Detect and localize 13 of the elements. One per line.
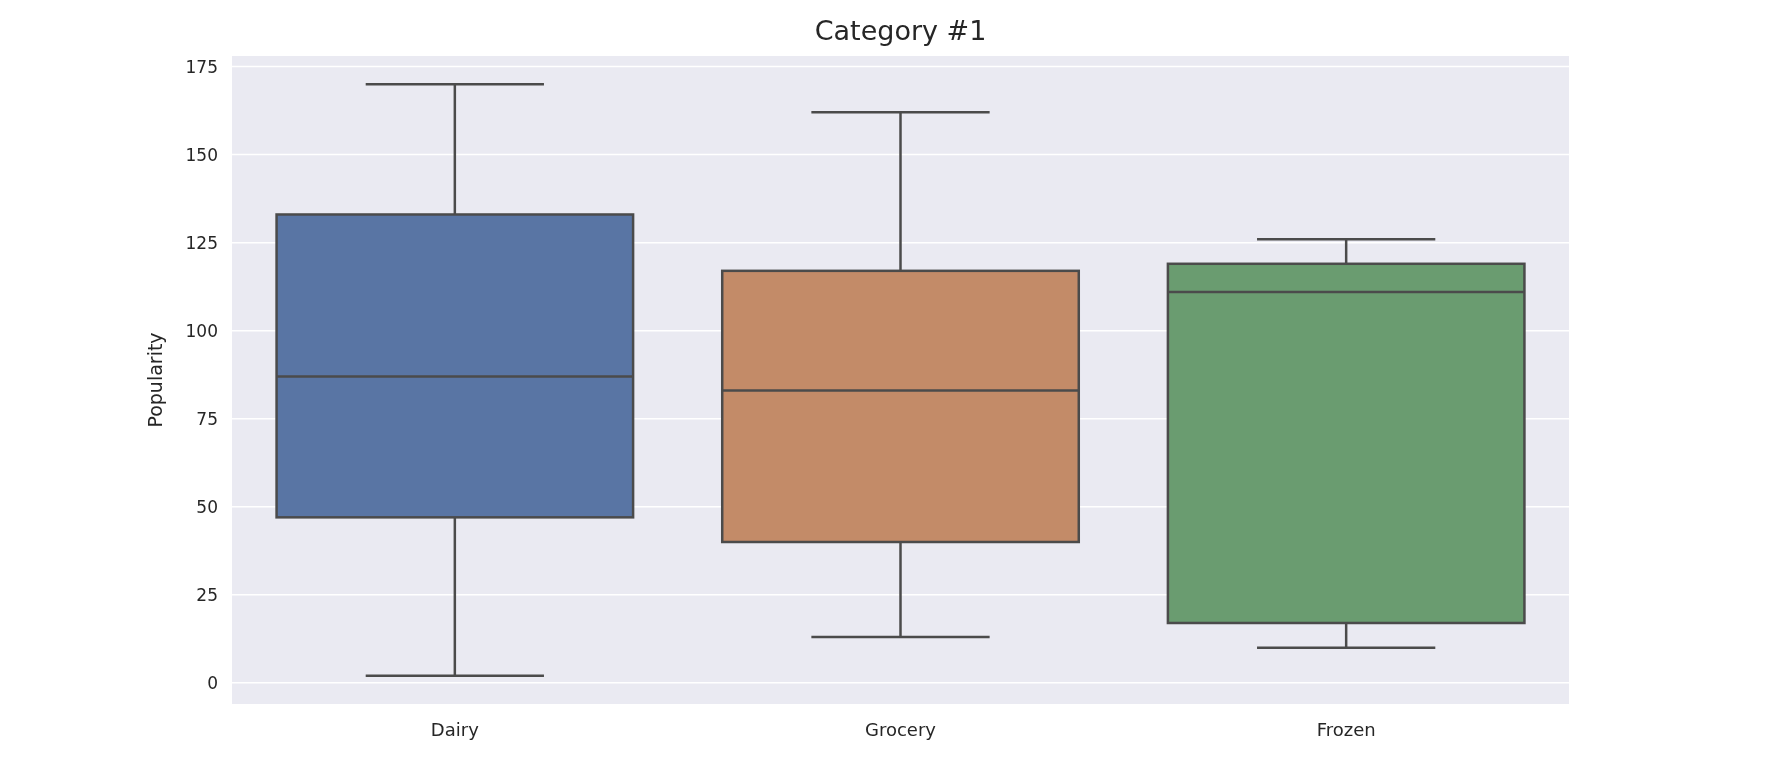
x-tick-label: Grocery bbox=[865, 719, 937, 740]
y-axis-title: Popularity bbox=[144, 332, 166, 428]
y-tick-label: 50 bbox=[196, 496, 218, 517]
x-tick-label: Dairy bbox=[430, 719, 480, 740]
y-tick-label: 25 bbox=[196, 584, 218, 605]
y-tick-label: 100 bbox=[185, 320, 218, 341]
y-tick-label: 0 bbox=[207, 672, 218, 693]
y-tick-label: 150 bbox=[185, 144, 218, 165]
chart-title: Category #1 bbox=[814, 15, 987, 46]
x-tick-label: Frozen bbox=[1316, 719, 1376, 740]
y-tick-label: 175 bbox=[185, 56, 218, 77]
y-tick-label: 125 bbox=[185, 232, 218, 253]
y-tick-label: 75 bbox=[196, 408, 218, 429]
